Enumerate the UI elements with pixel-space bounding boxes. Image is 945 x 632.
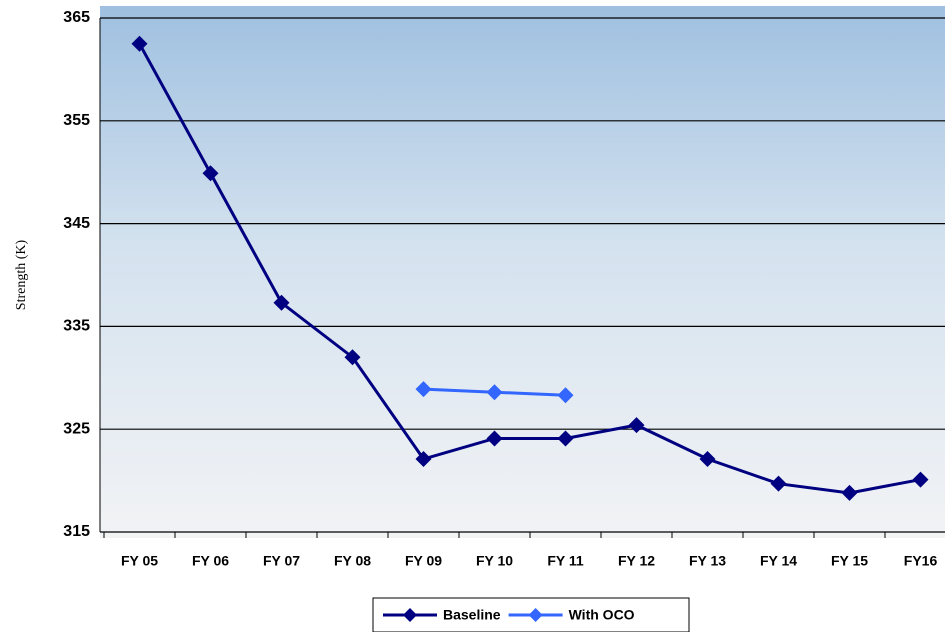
y-tick-label: 335 (63, 318, 90, 335)
point-marker (557, 430, 574, 447)
x-tick-label: FY 09 (405, 553, 442, 569)
point-marker (628, 417, 645, 434)
point-marker (131, 35, 148, 52)
point-marker (770, 475, 787, 492)
point-marker (841, 484, 858, 501)
point-marker (273, 294, 290, 311)
y-tick-label: 315 (63, 523, 90, 540)
x-tick-label: FY 06 (192, 553, 229, 569)
point-marker (486, 384, 503, 401)
x-tick-label: FY 08 (334, 553, 371, 569)
y-axis-label: Strength (K) (14, 239, 29, 310)
x-tick-label: FY16 (904, 553, 938, 569)
x-tick-label: FY 12 (618, 553, 655, 569)
x-tick-label: FY 10 (476, 553, 513, 569)
legend-label: Baseline (443, 607, 501, 623)
point-marker (344, 349, 361, 366)
point-marker (699, 451, 716, 468)
y-tick-label: 355 (63, 112, 90, 129)
point-marker (415, 381, 432, 398)
x-tick-label: FY 15 (831, 553, 868, 569)
plot-background (100, 6, 945, 538)
x-tick-label: FY 13 (689, 553, 726, 569)
point-marker (415, 451, 432, 468)
series-line (138, 42, 921, 495)
x-tick-label: FY 14 (760, 553, 797, 569)
y-tick-label: 345 (63, 215, 90, 232)
x-tick-label: FY 11 (547, 553, 584, 569)
point-marker (912, 471, 929, 488)
y-tick-label: 325 (63, 420, 90, 437)
point-marker (486, 430, 503, 447)
legend-marker (403, 608, 417, 622)
point-marker (202, 165, 219, 182)
y-tick-label: 365 (63, 9, 90, 26)
point-marker (557, 387, 574, 404)
x-tick-label: FY 07 (263, 553, 300, 569)
legend-marker (528, 608, 543, 622)
legend-label: With OCO (569, 607, 635, 623)
x-tick-label: FY 05 (121, 553, 158, 569)
